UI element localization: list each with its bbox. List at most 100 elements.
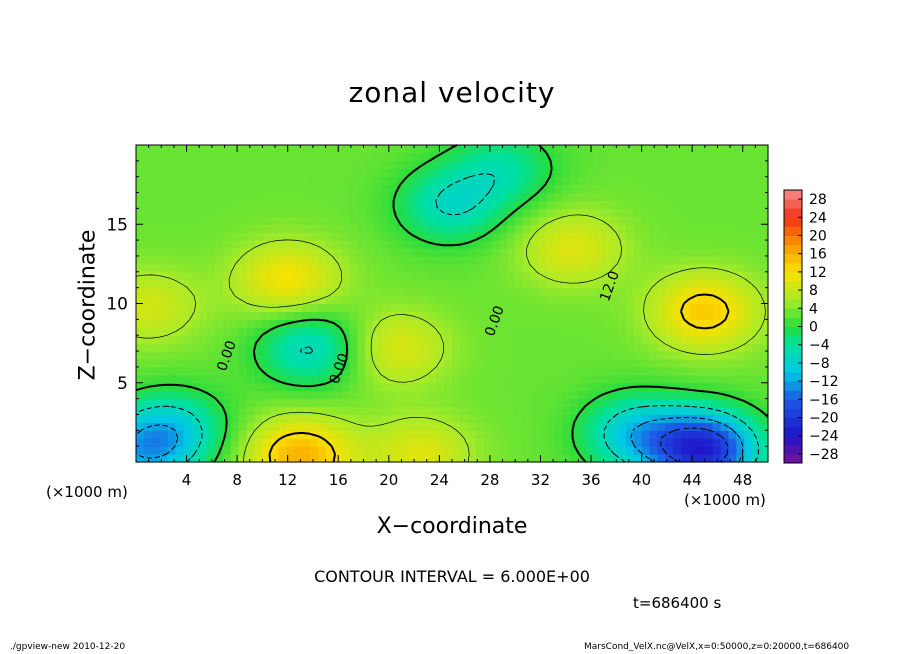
field-cell [151,454,161,463]
colorbar-tick-label: −4 [809,338,830,354]
field-cell [681,216,690,225]
field-cell [341,208,350,217]
field-cell [207,255,216,265]
field-cell [586,406,595,416]
field-cell [294,398,303,408]
field-cell [744,145,753,154]
field-cell [467,295,477,305]
field-cell [436,406,445,416]
field-cell [515,438,524,447]
field-cell [373,216,382,225]
field-cell [531,145,540,154]
field-cell [760,406,769,416]
field-cell [404,224,414,233]
field-cell [744,176,753,186]
field-cell [515,224,524,233]
field-cell [736,240,745,249]
field-cell [523,152,532,162]
field-cell [199,263,208,273]
x-tick-label: 24 [430,471,449,489]
x-tick-label: 40 [632,471,651,489]
field-cell [546,438,556,447]
field-cell [452,152,461,162]
field-cell [317,319,327,328]
field-cell [183,430,192,439]
field-cell [420,438,429,447]
field-cell [531,311,540,320]
field-cell [357,422,366,431]
field-cell [159,414,169,423]
field-cell [286,398,295,408]
field-cell [436,382,445,392]
field-cell [610,224,619,233]
field-cell [586,168,595,178]
field-cell [546,176,556,186]
field-cell [570,176,579,186]
field-cell [752,232,761,241]
field-cell [712,382,722,392]
colorbar-segment [784,417,802,428]
field-cell [760,287,769,297]
field-cell [380,287,390,297]
field-cell [578,366,587,376]
field-cell [744,295,753,305]
field-cell [294,390,303,400]
field-cell [333,287,342,297]
field-cell [396,184,406,194]
field-cell [222,430,232,439]
field-cell [625,224,635,233]
field-cell [760,327,769,336]
field-cell [270,390,279,400]
field-cell [199,390,208,400]
field-cell [365,145,374,154]
field-cell [491,358,500,368]
field-cell [143,168,153,178]
field-cell [736,200,745,210]
field-cell [483,279,493,289]
field-cell [199,406,208,416]
colorbar-segment [784,362,802,373]
field-cell [499,422,508,431]
field-cell [689,343,698,352]
field-cell [420,351,429,360]
field-cell [499,438,508,447]
field-cell [373,200,382,210]
field-cell [246,390,256,400]
field-cell [752,248,761,257]
field-cell [475,160,485,170]
field-cell [262,176,271,186]
field-cell [452,343,461,352]
field-cell [570,438,579,447]
contour-line--6 [135,173,759,463]
field-cell [610,438,619,447]
field-cell [428,374,437,384]
field-cell [728,430,737,439]
field-cell [365,152,374,162]
field-cell [523,224,532,233]
field-cell [459,414,469,423]
field-cell [167,422,177,431]
field-cell [136,430,145,439]
field-cell [459,438,469,447]
field-cell [380,343,390,352]
field-cell [215,374,224,384]
field-cell [230,414,240,423]
field-cell [720,152,730,162]
field-cell [309,414,319,423]
field-cell [380,232,390,241]
field-cell [633,192,643,202]
field-cell [570,184,579,194]
field-cell [570,366,579,376]
field-cell [373,176,382,186]
field-cell [412,366,421,376]
field-cell [554,152,564,162]
field-cell [467,184,477,194]
field-cell [246,224,256,233]
field-cell [665,168,674,178]
field-cell [625,438,635,447]
field-cell [151,160,161,170]
field-cell [681,248,690,257]
field-cell [444,390,453,400]
field-cell [617,327,627,336]
field-cell [531,208,540,217]
